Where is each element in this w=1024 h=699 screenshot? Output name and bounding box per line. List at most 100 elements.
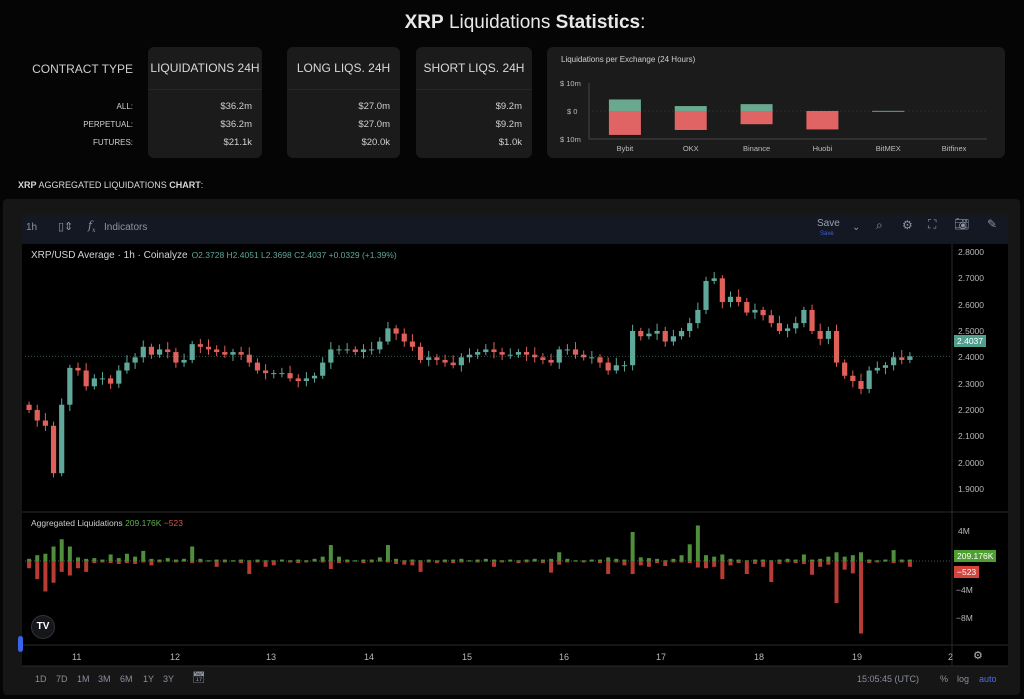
price-tick: 2.7000	[958, 273, 984, 284]
auto-toggle[interactable]: auto	[979, 674, 997, 684]
candle-body	[426, 357, 432, 360]
symbol-title: XRP/USD Average · 1h · Coinalyze	[31, 250, 188, 261]
range-6m[interactable]: 6M	[120, 674, 133, 684]
chart-plot-area[interactable]	[22, 244, 1008, 666]
short-liq-bar	[271, 560, 276, 561]
candle-body	[148, 346, 155, 355]
short-liq-bar	[883, 559, 888, 561]
exchange-long-bar	[806, 111, 839, 130]
candle-body	[26, 404, 32, 410]
short-liq-bar	[434, 560, 439, 561]
zoom-search-icon[interactable]: ⌕	[876, 218, 883, 232]
chevron-down-icon[interactable]: ⌄	[852, 222, 861, 233]
candle-body	[532, 354, 538, 358]
long-liq-bar	[532, 561, 537, 562]
candle-body	[336, 349, 342, 351]
short-liq-bar	[377, 557, 382, 561]
short-liq-bar	[483, 558, 488, 561]
short-liq-bar	[842, 556, 847, 561]
tradingview-logo-icon[interactable]: TV	[31, 615, 55, 639]
long-liq-bar	[907, 561, 912, 567]
candle-body	[50, 425, 57, 474]
short-liq-bar	[744, 560, 749, 561]
candle-body	[768, 315, 774, 324]
pane-resize-handle[interactable]	[18, 636, 23, 652]
short-liq-bar	[785, 558, 790, 561]
log-toggle[interactable]: log	[957, 674, 970, 684]
range-3y[interactable]: 3Y	[163, 674, 175, 684]
axis-settings-icon[interactable]: ⚙	[973, 650, 983, 662]
long-liq-bar	[516, 561, 521, 564]
chart-toolbar: 1h ▯⇕ fx Indicators Save Save ⌄ ⌕ ⚙ ⛶ 📷︎…	[22, 215, 1008, 243]
candle-body	[75, 367, 81, 371]
title-suffix: :	[640, 12, 646, 33]
range-3m[interactable]: 3M	[98, 674, 111, 684]
long-liq-bar	[500, 561, 505, 563]
short-liq-bar	[27, 558, 32, 561]
long-liq-bar	[149, 561, 154, 566]
exchange-chart-title: Liquidations per Exchange (24 Hours)	[561, 55, 696, 64]
long-liq-bar	[589, 561, 594, 562]
range-7d[interactable]: 7D	[56, 674, 68, 684]
long-liq-bar	[679, 561, 684, 563]
candle-body	[230, 352, 236, 355]
x-tick: 14	[364, 652, 375, 662]
candle-body	[711, 278, 717, 281]
pencil-icon[interactable]: ✎	[987, 217, 998, 231]
candle-body	[842, 362, 848, 376]
short-liq-bar	[426, 559, 431, 561]
exchange-label: OKX	[682, 144, 699, 153]
short-liq-bar	[149, 558, 154, 561]
short-liq-bar	[108, 554, 113, 561]
long-liq-bar	[777, 561, 782, 564]
short-liq-bar	[728, 558, 733, 561]
long-liq-bar	[288, 561, 293, 563]
candle-body	[801, 309, 807, 324]
range-1y[interactable]: 1Y	[143, 674, 155, 684]
short-liq-bar	[279, 559, 284, 561]
long-liq-bar	[491, 561, 496, 567]
percent-toggle[interactable]: %	[940, 674, 949, 684]
candle-body	[450, 362, 456, 366]
row-label-all: ALL:	[116, 102, 133, 111]
gear-icon[interactable]: ⚙	[902, 218, 913, 232]
long-liq-bar	[369, 561, 374, 563]
save-button[interactable]: Save	[817, 218, 840, 229]
candle-body	[67, 367, 73, 405]
short-liq-bar	[850, 555, 855, 561]
long-liq-bar	[263, 561, 268, 567]
indicators-button[interactable]: Indicators	[104, 222, 148, 233]
candle-body	[401, 333, 407, 342]
short-liq-bar	[614, 558, 619, 561]
short-liq-bar	[35, 555, 40, 561]
short-liq-bar	[141, 550, 146, 561]
short-liq-bar	[500, 560, 505, 561]
long-liq-bar	[296, 561, 301, 564]
range-1m[interactable]: 1M	[77, 674, 90, 684]
long-liq-bar	[736, 561, 741, 564]
calendar-icon[interactable]: 📅︎	[192, 672, 206, 684]
long-liq-tag: −523	[954, 566, 980, 578]
long-value: −523	[163, 518, 183, 528]
page-title: XRP Liquidations Statistics:	[0, 12, 1024, 34]
clock-time[interactable]: 15:05:45 (UTC)	[857, 674, 920, 684]
short-liq-bar	[646, 558, 651, 561]
candle-type-icon[interactable]: ▯⇕	[58, 221, 74, 233]
short-liq-bar	[875, 560, 880, 561]
short-liq-bar	[761, 559, 766, 561]
camera-icon[interactable]: 📷︎	[954, 217, 970, 231]
candle-body	[613, 365, 619, 371]
candle-body	[736, 296, 742, 303]
long-liq-bar	[459, 561, 464, 563]
exchange-short-bar	[608, 99, 641, 111]
long-liq-bar	[116, 561, 121, 564]
contract-type-header: CONTRACT TYPE	[32, 62, 133, 76]
range-1d[interactable]: 1D	[35, 674, 47, 684]
short-liq-bar	[353, 560, 358, 561]
long-liq-bar	[524, 561, 529, 563]
fullscreen-icon[interactable]: ⛶	[928, 217, 937, 231]
short-liq-bar	[638, 557, 643, 561]
fx-icon[interactable]: fx	[88, 219, 96, 235]
interval-button[interactable]: 1h	[26, 222, 38, 233]
long-liq-bar	[883, 561, 888, 562]
